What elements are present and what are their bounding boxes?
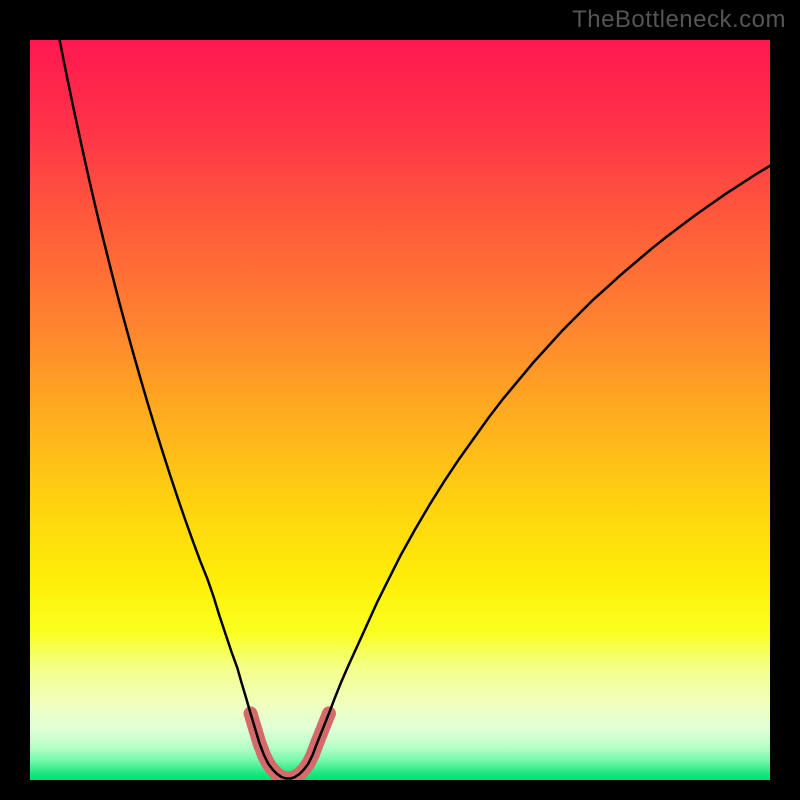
watermark-text: TheBottleneck.com (572, 6, 786, 34)
plot-svg (30, 40, 770, 780)
chart-frame: TheBottleneck.com (0, 0, 800, 800)
plot-background (30, 40, 770, 780)
plot-area (30, 40, 770, 780)
